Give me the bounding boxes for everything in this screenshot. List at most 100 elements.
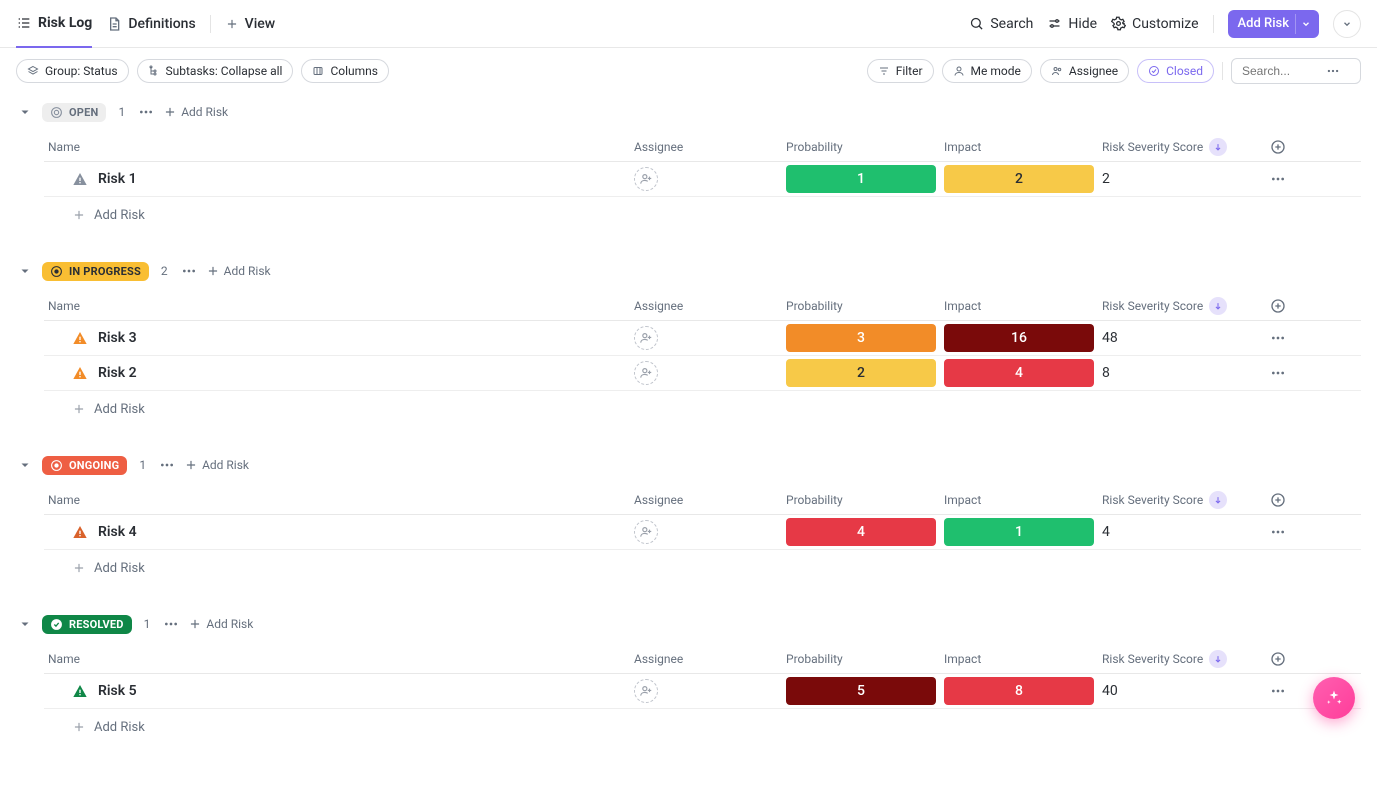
sort-desc-icon[interactable] <box>1209 297 1227 315</box>
add-risk-button[interactable]: Add Risk <box>1228 10 1319 38</box>
status-pill[interactable]: OPEN <box>42 103 106 122</box>
col-header-assignee[interactable]: Assignee <box>634 652 786 666</box>
col-header-name[interactable]: Name <box>44 140 634 154</box>
more-horizontal-icon[interactable] <box>1322 60 1344 82</box>
col-header-probability[interactable]: Probability <box>786 652 944 666</box>
group-more-button[interactable] <box>158 457 176 473</box>
filter-chip[interactable]: Filter <box>867 59 934 83</box>
col-header-score[interactable]: Risk Severity Score <box>1102 491 1270 509</box>
probability-cell[interactable]: 2 <box>786 359 936 387</box>
tab-add-view[interactable]: View <box>225 0 276 48</box>
col-header-name[interactable]: Name <box>44 652 634 666</box>
columns-chip[interactable]: Columns <box>301 59 389 83</box>
col-header-score[interactable]: Risk Severity Score <box>1102 138 1270 156</box>
status-pill[interactable]: RESOLVED <box>42 615 132 634</box>
probability-cell[interactable]: 3 <box>786 324 936 352</box>
row-more-button[interactable] <box>1270 330 1310 346</box>
row-more-button[interactable] <box>1270 365 1310 381</box>
group-more-button[interactable] <box>137 104 155 120</box>
col-header-assignee[interactable]: Assignee <box>634 299 786 313</box>
me-mode-chip[interactable]: Me mode <box>942 59 1032 83</box>
add-column-button[interactable] <box>1270 298 1310 314</box>
row-more-button[interactable] <box>1270 524 1310 540</box>
row-more-button[interactable] <box>1270 171 1310 187</box>
col-header-name[interactable]: Name <box>44 299 634 313</box>
add-risk-row-label: Add Risk <box>94 208 145 223</box>
probability-cell[interactable]: 1 <box>786 165 936 193</box>
customize-tool[interactable]: Customize <box>1111 16 1198 32</box>
col-header-assignee[interactable]: Assignee <box>634 140 786 154</box>
col-header-impact[interactable]: Impact <box>944 493 1102 507</box>
sort-desc-icon[interactable] <box>1209 491 1227 509</box>
table-row[interactable]: Risk 2 2 4 8 <box>44 356 1361 391</box>
chevron-down-icon[interactable] <box>1295 14 1315 34</box>
impact-cell[interactable]: 8 <box>944 677 1094 705</box>
ai-fab-button[interactable] <box>1313 677 1355 719</box>
closed-chip[interactable]: Closed <box>1137 59 1214 83</box>
col-header-impact[interactable]: Impact <box>944 299 1102 313</box>
col-header-score[interactable]: Risk Severity Score <box>1102 650 1270 668</box>
status-label: ONGOING <box>69 459 119 472</box>
add-risk-row[interactable]: Add Risk <box>44 550 1361 586</box>
search-tool[interactable]: Search <box>969 16 1033 32</box>
user-menu-button[interactable] <box>1333 10 1361 38</box>
col-header-probability[interactable]: Probability <box>786 493 944 507</box>
impact-cell[interactable]: 4 <box>944 359 1094 387</box>
task-name[interactable]: Risk 3 <box>98 330 137 346</box>
table-row[interactable]: Risk 3 3 16 48 <box>44 321 1361 356</box>
group-add-risk[interactable]: Add Risk <box>188 617 253 631</box>
quick-search[interactable] <box>1231 58 1361 84</box>
add-column-button[interactable] <box>1270 492 1310 508</box>
tab-definitions[interactable]: Definitions <box>106 0 195 48</box>
assignee-chip[interactable]: Assignee <box>1040 59 1129 83</box>
task-name[interactable]: Risk 4 <box>98 524 137 540</box>
probability-cell[interactable]: 5 <box>786 677 936 705</box>
table-row[interactable]: Risk 1 1 2 2 <box>44 162 1361 197</box>
collapse-toggle[interactable] <box>16 456 34 474</box>
assign-user-button[interactable] <box>634 167 658 191</box>
assign-user-button[interactable] <box>634 520 658 544</box>
group-add-risk[interactable]: Add Risk <box>163 105 228 119</box>
impact-cell[interactable]: 1 <box>944 518 1094 546</box>
collapse-toggle[interactable] <box>16 615 34 633</box>
sort-desc-icon[interactable] <box>1209 650 1227 668</box>
probability-cell[interactable]: 4 <box>786 518 936 546</box>
table-row[interactable]: Risk 5 5 8 40 <box>44 674 1361 709</box>
group-chip[interactable]: Group: Status <box>16 59 129 83</box>
task-name[interactable]: Risk 5 <box>98 683 137 699</box>
col-header-assignee[interactable]: Assignee <box>634 493 786 507</box>
add-risk-row[interactable]: Add Risk <box>44 709 1361 745</box>
assign-user-button[interactable] <box>634 326 658 350</box>
tab-risk-log[interactable]: Risk Log <box>16 0 92 48</box>
group-add-risk[interactable]: Add Risk <box>206 264 271 278</box>
task-name[interactable]: Risk 1 <box>98 171 137 187</box>
row-more-button[interactable] <box>1270 683 1310 699</box>
sort-desc-icon[interactable] <box>1209 138 1227 156</box>
group-more-button[interactable] <box>180 263 198 279</box>
collapse-toggle[interactable] <box>16 262 34 280</box>
table-row[interactable]: Risk 4 4 1 4 <box>44 515 1361 550</box>
add-column-button[interactable] <box>1270 651 1310 667</box>
add-column-button[interactable] <box>1270 139 1310 155</box>
add-risk-row[interactable]: Add Risk <box>44 391 1361 427</box>
add-risk-row[interactable]: Add Risk <box>44 197 1361 233</box>
status-pill[interactable]: ONGOING <box>42 456 127 475</box>
quick-search-input[interactable] <box>1242 64 1322 78</box>
col-header-impact[interactable]: Impact <box>944 652 1102 666</box>
col-header-score[interactable]: Risk Severity Score <box>1102 297 1270 315</box>
status-pill[interactable]: IN PROGRESS <box>42 262 149 281</box>
col-header-impact[interactable]: Impact <box>944 140 1102 154</box>
group-more-button[interactable] <box>162 616 180 632</box>
hide-tool[interactable]: Hide <box>1047 16 1097 32</box>
task-name[interactable]: Risk 2 <box>98 365 137 381</box>
col-header-probability[interactable]: Probability <box>786 299 944 313</box>
collapse-toggle[interactable] <box>16 103 34 121</box>
assign-user-button[interactable] <box>634 361 658 385</box>
subtasks-chip[interactable]: Subtasks: Collapse all <box>137 59 294 83</box>
group-add-risk[interactable]: Add Risk <box>184 458 249 472</box>
assign-user-button[interactable] <box>634 679 658 703</box>
impact-cell[interactable]: 2 <box>944 165 1094 193</box>
impact-cell[interactable]: 16 <box>944 324 1094 352</box>
col-header-name[interactable]: Name <box>44 493 634 507</box>
col-header-probability[interactable]: Probability <box>786 140 944 154</box>
